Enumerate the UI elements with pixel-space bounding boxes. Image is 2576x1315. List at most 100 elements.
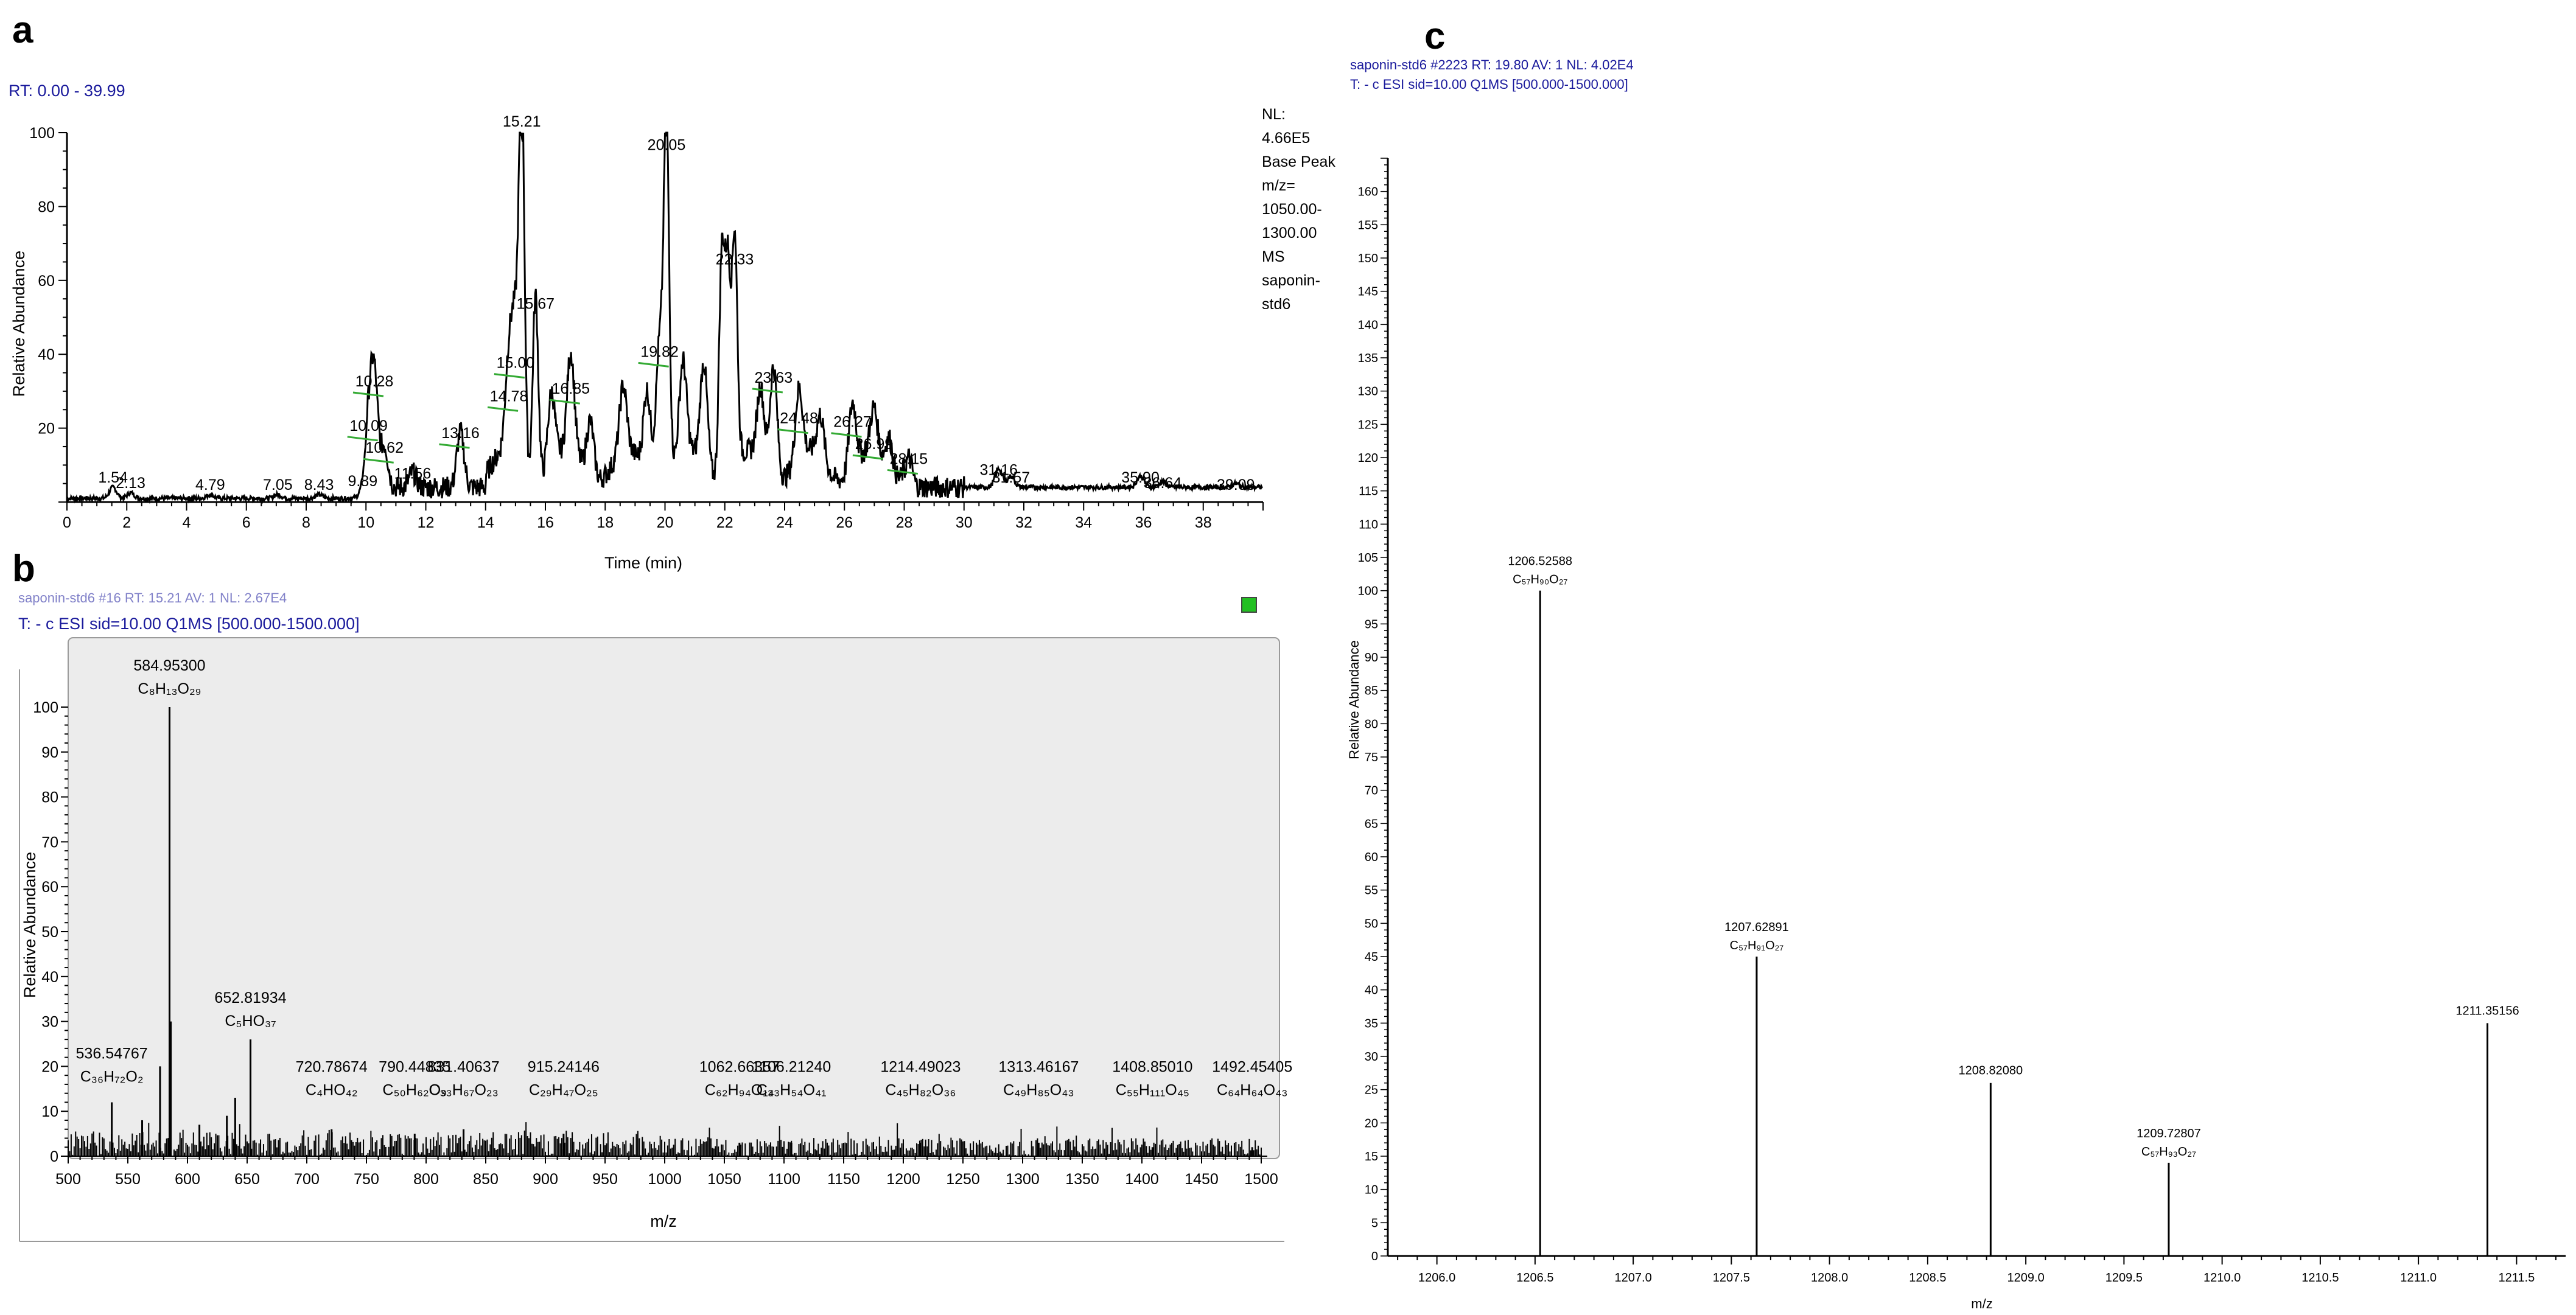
chart-b-x-tick-label: 600 xyxy=(175,1171,200,1188)
chart-a-peak-label: 2.13 xyxy=(116,475,145,492)
chart-a-side-info-line: Base Peak xyxy=(1262,153,1335,170)
chart-a-peak-label: 31.57 xyxy=(992,469,1031,486)
chart-a-side-info-line: 1050.00- xyxy=(1262,201,1322,218)
chart-a-x-tick-label: 14 xyxy=(477,514,494,531)
chart-b-x-tick-label: 950 xyxy=(592,1171,618,1188)
chart-a-peak-marker xyxy=(638,361,669,368)
chart-b-peak-formula: C₈H₁₃O₂₉ xyxy=(138,680,201,697)
chart-a-peak-label: 28.15 xyxy=(890,450,928,467)
chart-b-x-tick-label: 800 xyxy=(413,1171,439,1188)
chart-b-y-tick-label: 10 xyxy=(41,1103,58,1120)
chart-a-peak-label: 23.63 xyxy=(755,369,793,386)
chart-a-peak-label: 36.64 xyxy=(1144,475,1182,492)
chart-a-peak-label: 10.09 xyxy=(349,417,388,434)
chart-a-side-info-line: 4.66E5 xyxy=(1262,130,1310,147)
chart-c-x-tick-label: 1207.5 xyxy=(1713,1271,1750,1285)
chart-b-peak-formula: C₄HO₄₂ xyxy=(306,1082,358,1099)
chart-a-side-info: NL: 4.66E5 Base Peak m/z= 1050.00- 1300.00 MS s… xyxy=(1262,106,1335,313)
chart-a-ylabel: Relative Abundance xyxy=(10,251,28,397)
chart-b-y-tick-label: 100 xyxy=(33,699,58,716)
chart-b-peak-formula: C₄₅H₈₂O₃₆ xyxy=(885,1082,956,1099)
chart-a-x-tick-label: 24 xyxy=(776,514,793,531)
chart-c-peak-formula: C₅₇H₉₁O₂₇ xyxy=(1730,939,1784,952)
chart-c-peak-mz: 1211.35156 xyxy=(2455,1004,2519,1017)
chart-b-y-tick-label: 90 xyxy=(41,744,58,761)
chart-b-x-tick-label: 650 xyxy=(234,1171,260,1188)
chart-c-x-tick-label: 1206.5 xyxy=(1516,1271,1553,1285)
chart-b-x-tick-label: 1250 xyxy=(946,1171,980,1188)
chart-a-x-tick-label: 26 xyxy=(836,514,853,531)
chart-c-x-tick-label: 1208.5 xyxy=(1909,1271,1946,1285)
chart-b-x-tick-label: 1450 xyxy=(1185,1171,1219,1188)
chart-c-x-tick-label: 1206.0 xyxy=(1418,1271,1455,1285)
chart-a-x-tick-label: 2 xyxy=(122,514,131,531)
chart-b-y-tick-label: 70 xyxy=(41,834,58,851)
chart-b-peak-formula: C₃₃H₅₄O₄₁ xyxy=(757,1082,827,1099)
chart-c-y-tick-label: 135 xyxy=(1358,352,1378,365)
chart-c-peak-formula: C₅₇H₉₀O₂₇ xyxy=(1513,573,1567,587)
chart-c-x-tick-label: 1207.0 xyxy=(1615,1271,1652,1285)
chart-c-y-tick-label: 130 xyxy=(1358,385,1378,399)
chart-c-y-tick-label: 35 xyxy=(1365,1017,1378,1030)
chart-a-peak-label: 9.89 xyxy=(348,473,378,490)
chart-a-x-tick-label: 0 xyxy=(63,514,71,531)
chart-b-ylabel: Relative Abundance xyxy=(21,852,39,998)
chart-b-x-tick-label: 1350 xyxy=(1065,1171,1099,1188)
chart-a-header: RT: 0.00 - 39.99 xyxy=(9,82,125,100)
chart-c-y-tick-label: 105 xyxy=(1358,551,1378,565)
chart-b-peak-formula: C₅₀H₆₂O₉ xyxy=(382,1082,447,1099)
chart-b-header-top: saponin-std6 #16 RT: 15.21 AV: 1 NL: 2.6… xyxy=(18,590,287,605)
chart-a-peak-label: 19.82 xyxy=(640,343,679,360)
chart-a-peak-label: 22.33 xyxy=(716,251,754,268)
chart-b-y-tick-label: 60 xyxy=(41,879,58,896)
chart-a-trace-line xyxy=(66,131,1264,504)
chart-c-x-tick-label: 1208.0 xyxy=(1811,1271,1848,1285)
chart-a-x-tick-label: 36 xyxy=(1135,514,1152,531)
chart-b-y-tick-label: 30 xyxy=(41,1014,58,1031)
chart-c-y-tick-label: 25 xyxy=(1365,1084,1378,1097)
chart-c-y-tick-label: 150 xyxy=(1358,252,1378,265)
chart-c-x-tick-label: 1210.0 xyxy=(2203,1271,2241,1285)
chart-a-peak-marker xyxy=(887,469,919,475)
chart-a-peak-label: 11.56 xyxy=(394,466,432,483)
chart-c-y-tick-label: 155 xyxy=(1358,218,1378,232)
chart-b-peak-mz: 720.78674 xyxy=(296,1059,368,1076)
chart-b-peak-formula: C₄₉H₈₅O₄₃ xyxy=(1003,1082,1074,1099)
chart-c-y-tick-label: 140 xyxy=(1358,318,1378,332)
chart-c-axes: 1206.0 1206.5 1207.0 1207.5 1208.0 1208.5 1209… xyxy=(1358,158,2566,1285)
chart-c-x-tick-label: 1209.5 xyxy=(2105,1271,2143,1285)
chart-a-peak-marker xyxy=(549,399,580,405)
chart-a-x-tick-label: 22 xyxy=(716,514,733,531)
chart-a-peak-label: 13.16 xyxy=(441,425,480,442)
chart-b-x-tick-label: 1200 xyxy=(886,1171,920,1188)
chart-c-y-tick-label: 55 xyxy=(1365,884,1378,898)
chart-b-x-tick-label: 1150 xyxy=(827,1171,860,1188)
chart-a-side-info-line: std6 xyxy=(1262,296,1290,313)
chart-c-y-tick-label: 115 xyxy=(1359,485,1378,498)
chart-a-x-tick-label: 38 xyxy=(1195,514,1212,531)
chart-c-peak-mz: 1209.72807 xyxy=(2137,1127,2201,1140)
chart-a-x-tick-label: 6 xyxy=(242,514,251,531)
chart-c-peak-mz: 1207.62891 xyxy=(1724,921,1789,934)
chart-b-noise xyxy=(68,1122,1262,1156)
panel-c-mass-spectrum: c saponin-std6 #2223 RT: 19.80 AV: 1 NL:… xyxy=(1346,15,2566,1311)
chart-c-y-tick-label: 65 xyxy=(1365,817,1378,831)
chart-a-peak-marker xyxy=(487,406,519,412)
chart-b-y-tick-label: 0 xyxy=(50,1148,58,1165)
chart-c-x-tick-label: 1211.5 xyxy=(2499,1271,2535,1285)
chart-a-peak-label: 15.21 xyxy=(503,113,541,130)
chart-a-peak-marker xyxy=(439,443,470,449)
chart-b-plot-background xyxy=(68,637,1280,1159)
chart-b-x-tick-label: 1000 xyxy=(648,1171,682,1188)
chart-c-y-tick-label: 20 xyxy=(1365,1117,1378,1130)
chart-c-y-tick-label: 145 xyxy=(1358,285,1378,299)
chart-b-y-tick-label: 80 xyxy=(41,789,58,806)
chart-a-x-tick-label: 28 xyxy=(896,514,913,531)
chart-a-peak-marker xyxy=(347,436,378,442)
chart-a-peak-label: 4.79 xyxy=(195,476,225,494)
chart-b-peak-mz: 584.95300 xyxy=(133,657,205,674)
chart-b-status-icon xyxy=(1241,597,1257,613)
chart-b-peak-formula: C₆₄H₆₄O₄₃ xyxy=(1217,1082,1288,1099)
chart-a-peak-marker xyxy=(752,388,783,394)
chart-b-peak-mz: 915.24146 xyxy=(528,1059,600,1076)
